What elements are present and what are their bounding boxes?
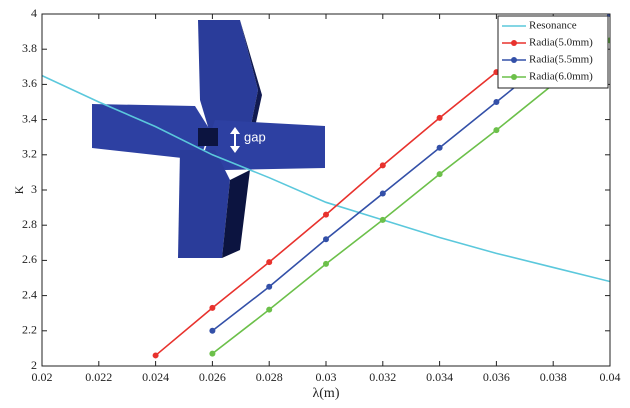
y-tick-label: 3.2 <box>22 147 37 161</box>
x-tick-label: 0.028 <box>256 370 283 384</box>
marker <box>379 216 386 223</box>
marker <box>209 327 216 334</box>
x-tick-label: 0.024 <box>142 370 169 384</box>
inset-image: gap <box>92 20 325 258</box>
legend-marker <box>511 57 517 63</box>
y-tick-label: 2 <box>31 358 37 372</box>
y-tick-label: 3.6 <box>22 76 37 90</box>
x-tick-label: 0.032 <box>369 370 396 384</box>
marker <box>152 352 159 359</box>
marker <box>323 260 329 267</box>
series-line <box>155 23 554 357</box>
marker <box>436 171 443 178</box>
annotation: gap <box>244 129 266 144</box>
marker <box>436 114 443 121</box>
y-tick-label: 4 <box>31 6 37 20</box>
x-tick-label: 0.038 <box>540 370 567 384</box>
x-tick-label: 0.022 <box>85 370 112 384</box>
y-axis-label: K <box>12 185 26 194</box>
y-tick-label: 2.8 <box>22 217 37 231</box>
marker <box>323 236 329 243</box>
y-tick-label: 3.4 <box>22 111 37 125</box>
marker <box>209 350 216 357</box>
marker <box>379 190 386 197</box>
y-tick-label: 3.8 <box>22 41 37 55</box>
y-tick-label: 2.4 <box>22 287 37 301</box>
x-tick-label: 0.026 <box>199 370 226 384</box>
marker <box>266 283 273 290</box>
marker <box>607 14 610 17</box>
legend-marker <box>511 74 517 80</box>
marker <box>209 304 216 311</box>
y-tick-label: 2.2 <box>22 323 37 337</box>
y-tick-label: 2.6 <box>22 252 37 266</box>
x-axis-label: λ(m) <box>312 386 339 401</box>
x-tick-label: 0.034 <box>426 370 453 384</box>
x-tick-label: 0.03 <box>316 370 337 384</box>
series-line <box>211 39 610 355</box>
marker <box>379 162 386 169</box>
x-tick-label: 0.02 <box>32 370 53 384</box>
marker <box>493 127 500 134</box>
legend-label: Radia(5.0mm) <box>529 37 593 49</box>
marker <box>436 144 443 151</box>
legend-marker <box>511 40 517 46</box>
legend-label: Radia(5.5mm) <box>529 54 593 66</box>
marker <box>493 99 500 105</box>
x-tick-label: 0.04 <box>600 370 621 384</box>
marker <box>266 259 273 266</box>
legend-label: Resonance <box>529 20 577 32</box>
marker <box>266 306 273 313</box>
legend-label: Radia(6.0mm) <box>529 71 593 83</box>
marker <box>323 211 329 218</box>
series-line <box>42 74 610 283</box>
plot-frame <box>41 13 611 367</box>
x-tick-label: 0.036 <box>483 370 510 384</box>
y-tick-label: 3 <box>31 182 37 196</box>
